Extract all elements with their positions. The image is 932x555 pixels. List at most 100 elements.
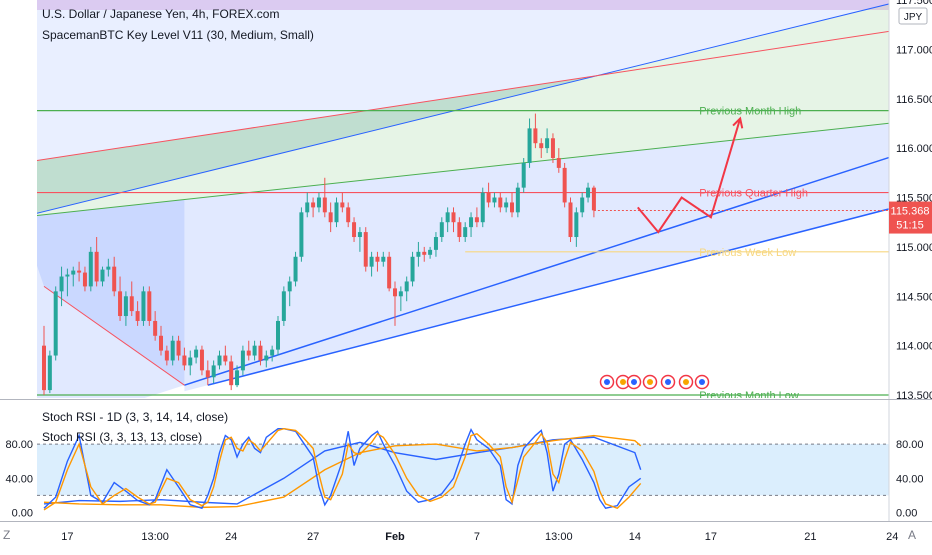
candle-body — [106, 266, 111, 270]
candle — [211, 360, 216, 384]
candle-body — [217, 355, 222, 366]
candle-body — [533, 128, 538, 144]
candle-body — [439, 222, 444, 238]
candle — [59, 266, 64, 307]
candle-body — [416, 251, 421, 257]
price-tick-label: 114.500 — [896, 291, 932, 303]
candle-body — [42, 345, 46, 391]
event-flag-icon — [626, 374, 642, 390]
candle — [182, 347, 187, 371]
candle-body — [258, 345, 263, 361]
candle — [422, 246, 427, 262]
current-price-tag: 115.368 51:15 — [889, 201, 932, 234]
candle-body — [381, 256, 386, 262]
candle-body — [199, 349, 204, 371]
candle-body — [94, 251, 99, 282]
price-tick-label: 117.000 — [896, 44, 932, 56]
event-flag-icon — [599, 374, 615, 390]
rsi-tick-label-left: 40.00 — [5, 473, 33, 485]
candle — [568, 197, 573, 242]
candle-body — [246, 350, 251, 356]
candle — [492, 192, 497, 208]
candle — [340, 192, 345, 213]
candle — [129, 281, 134, 317]
candle-body — [194, 349, 199, 358]
candle — [504, 197, 509, 213]
candle — [258, 340, 263, 366]
right-badge[interactable]: A — [908, 528, 917, 542]
candle — [270, 345, 275, 362]
left-badge[interactable]: Z — [3, 528, 11, 542]
candle — [574, 207, 579, 247]
candle — [147, 286, 152, 326]
candle-body — [299, 212, 304, 257]
time-tick-label: 21 — [804, 531, 816, 543]
candle — [217, 350, 222, 370]
channel-fill-middle — [37, 31, 889, 216]
rsi-tick-label-right: 0.00 — [896, 508, 917, 520]
candle — [428, 246, 433, 259]
candle — [252, 340, 257, 361]
candle-body — [498, 197, 503, 208]
candle — [205, 360, 210, 386]
projection-path — [637, 118, 742, 234]
channel-line — [37, 122, 889, 216]
candle-body — [346, 207, 351, 223]
key-level-label: Previous Month Low — [699, 390, 799, 402]
candle-body — [170, 340, 175, 361]
candle-body — [352, 222, 357, 238]
candle — [328, 202, 333, 233]
candle-body — [393, 288, 397, 297]
candle — [305, 192, 310, 218]
top-strip — [37, 0, 889, 10]
candle-body — [112, 266, 117, 292]
candle-body — [164, 350, 169, 361]
candle-body — [556, 158, 561, 168]
time-tick-label: 17 — [705, 531, 717, 543]
candle — [240, 345, 245, 376]
candle-body — [82, 272, 87, 287]
candle-body — [428, 249, 433, 255]
candle — [381, 251, 386, 267]
channel-fill-base — [184, 157, 889, 392]
candle-body — [176, 340, 181, 356]
candle — [457, 217, 462, 242]
candle — [416, 241, 421, 267]
candle — [53, 286, 58, 361]
candle-body — [223, 355, 228, 362]
candle — [363, 227, 368, 272]
candle-body — [591, 187, 596, 211]
candle-body — [123, 296, 128, 317]
candle — [118, 276, 123, 321]
candle-body — [340, 202, 345, 208]
rsi-label-1d: Stoch RSI - 1D (3, 3, 14, 14, close) — [42, 410, 229, 424]
candle-body — [492, 197, 497, 203]
price-axis: 117.500 117.000 116.500 116.000 115.500 115.0… — [888, 0, 932, 521]
event-flag-icon — [694, 374, 710, 390]
candle-body — [469, 217, 474, 228]
candle — [550, 133, 555, 163]
price-tick-label: 116.500 — [896, 94, 932, 106]
candle-body — [375, 256, 380, 262]
candle — [281, 286, 286, 326]
event-flag-icon — [660, 374, 676, 390]
event-flag-icon — [642, 374, 658, 390]
candle — [123, 291, 128, 326]
candle — [153, 311, 158, 341]
candle — [591, 185, 596, 218]
candle — [433, 232, 438, 257]
candle-body — [270, 349, 275, 356]
candle — [276, 316, 280, 356]
candle-body — [129, 296, 134, 312]
candle-body — [398, 291, 403, 297]
candle — [77, 261, 82, 282]
channel-fill-lower — [37, 123, 889, 398]
rsi-series-line — [43, 427, 642, 510]
rsi-series-line — [43, 427, 642, 511]
candle-body — [276, 320, 280, 350]
candle — [539, 138, 544, 159]
rsi-tick-label-left: 80.00 — [5, 439, 33, 451]
candle — [199, 345, 204, 376]
price-tick-label: 114.000 — [896, 341, 932, 353]
